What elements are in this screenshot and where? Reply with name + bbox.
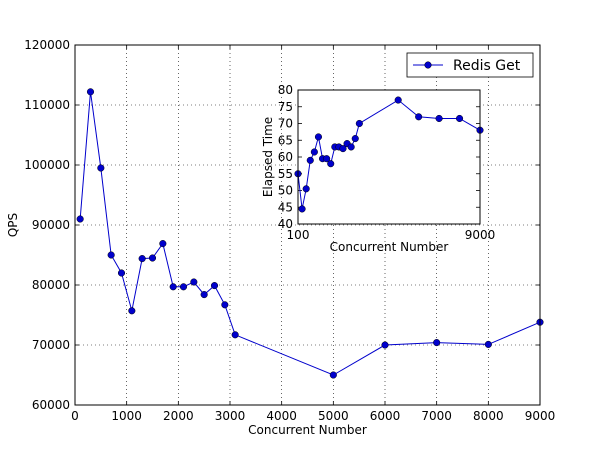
main-xtick-label: 0 [71,409,79,423]
main-ytick-label: 70000 [32,338,70,352]
main-ytick-label: 120000 [24,38,70,52]
inset-xtick-label: 100 [287,228,310,242]
inset-ytick-label: 60 [278,150,293,164]
inset-data-point [306,156,314,164]
main-data-point [159,240,167,248]
inset-data-point [347,143,355,151]
main-ytick-label: 60000 [32,398,70,412]
inset-data-point [339,145,347,153]
main-xtick-label: 3000 [215,409,246,423]
inset-ytick-label: 80 [278,83,293,97]
inset-ytick-label: 55 [278,167,293,181]
legend-label: Redis Get [453,58,521,74]
main-xtick-label: 1000 [111,409,142,423]
main-ytick-label: 100000 [24,158,70,172]
main-data-point [117,269,126,277]
inset-data-point [314,133,322,141]
inset-ytick-label: 65 [278,133,293,147]
main-data-point [107,251,115,259]
inset-data-point [323,155,331,163]
inset-ytick-label: 45 [278,200,293,214]
main-x-axis-label: Concurrent Number [248,423,367,437]
main-ytick-label: 110000 [24,98,70,112]
inset-data-point [327,160,335,168]
main-data-point [231,331,239,339]
main-data-point [381,341,389,349]
inset-data-point [310,148,318,156]
inset-ytick-label: 40 [278,217,293,231]
inset-data-point [351,135,359,143]
main-xtick-label: 6000 [370,409,401,423]
main-data-point [86,88,95,96]
main-xtick-label: 4000 [266,409,297,423]
main-data-point [200,291,208,299]
inset-x-axis-label: Concurrent Number [330,240,449,254]
main-data-point [484,340,492,348]
main-y-axis-label: QPS [6,213,20,237]
main-xtick-label: 2000 [163,409,194,423]
main-ytick-label: 90000 [32,218,70,232]
inset-chart: 100 9000 40 45 50 55 60 65 70 75 80 Concurrent Numb… [261,83,495,254]
main-data-point [190,278,198,286]
inset-frame [297,89,481,225]
main-ytick-label: 80000 [32,278,70,292]
inset-data-point [435,114,443,123]
inset-data-point [456,114,464,123]
main-data-point [97,164,105,172]
main-data-point [169,283,177,291]
main-data-point [210,282,219,290]
main-data-point [128,307,136,315]
main-data-point [138,255,146,263]
main-data-point [221,301,229,309]
inset-data-point [415,113,423,121]
main-xtick-label: 5000 [318,409,349,423]
inset-xtick-label: 9000 [465,228,496,242]
main-xtick-label: 7000 [421,409,452,423]
inset-y-axis-label: Elapsed Time [261,117,275,197]
inset-data-point [298,205,306,213]
main-data-point [179,283,188,291]
main-xtick-label: 8000 [473,409,504,423]
inset-data-point [302,185,310,193]
main-data-point [433,339,441,347]
inset-data-point [355,119,363,128]
main-data-point [329,371,337,379]
legend-marker [424,61,432,69]
inset-ytick-label: 70 [278,117,293,131]
inset-ytick-label: 50 [278,184,293,198]
main-data-point [148,254,157,262]
inset-data-point [394,96,402,104]
inset-ytick-label: 75 [278,100,293,114]
main-data-point [76,215,84,223]
main-frame [74,44,541,406]
main-xtick-label: 9000 [525,409,556,423]
